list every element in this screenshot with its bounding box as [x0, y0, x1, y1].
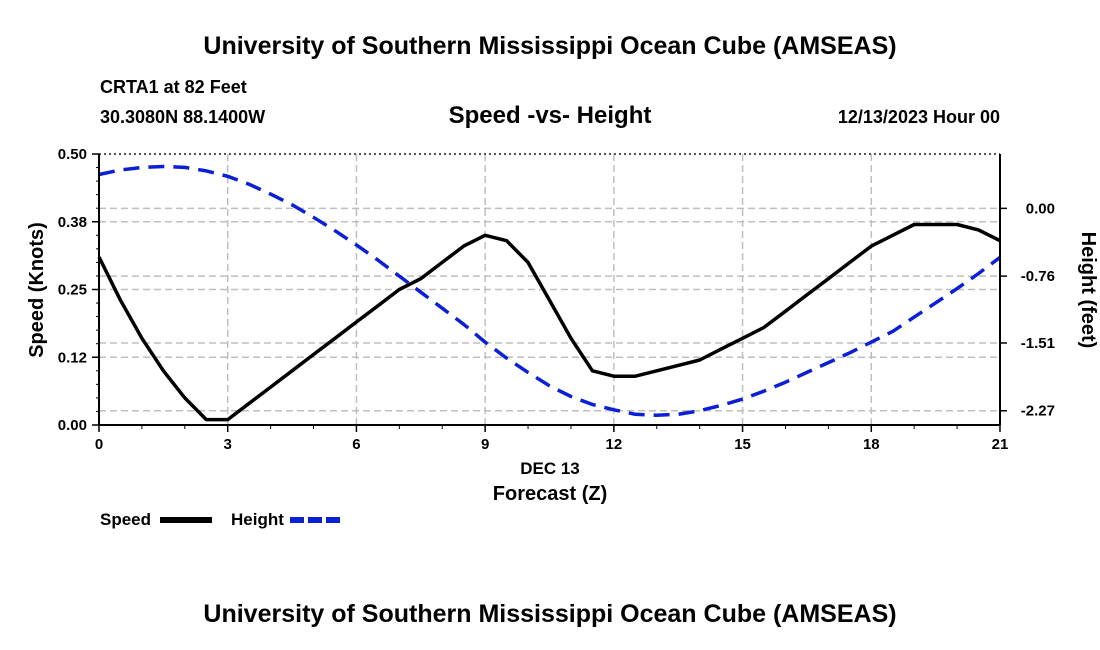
- height-series-line: [98, 164, 1002, 417]
- y-tick-label: 0.12: [58, 349, 87, 366]
- chart-title: Speed -vs- Height: [448, 102, 652, 129]
- series-lines: [97, 164, 1002, 422]
- legend: Speed Height: [100, 510, 342, 529]
- station-coordinates: 30.3080N 88.1400W: [100, 107, 266, 127]
- tick-labels: 0 3 6 9 12 15 18 21 0.00 0.12 0.25 0.38 0.50 0.00 -0.7…: [58, 146, 1055, 453]
- x-tick-label: 0: [95, 436, 103, 453]
- y-axis-label: Speed (Knots): [26, 222, 48, 358]
- y2-axis-label: Height (feet): [1077, 232, 1099, 349]
- x-tick-label: 9: [481, 436, 489, 453]
- y2-tick-label: -1.51: [1021, 335, 1055, 352]
- x-tick-label: 18: [863, 436, 880, 453]
- x-tick-label: 3: [224, 436, 232, 453]
- station-name: CRTA1 at 82 Feet: [100, 77, 247, 97]
- x-axis-label: Forecast (Z): [493, 483, 607, 505]
- y-tick-label: 0.25: [58, 282, 87, 299]
- page-title: University of Southern Mississippi Ocean…: [203, 32, 897, 60]
- y-tick-label: 0.38: [58, 214, 87, 231]
- legend-speed-label: Speed: [100, 510, 151, 529]
- y-tick-label: 0.00: [58, 417, 87, 434]
- y-tick-label: 0.50: [58, 146, 87, 163]
- x-tick-label: 6: [352, 436, 360, 453]
- forecast-datetime: 12/13/2023 Hour 00: [837, 107, 1000, 127]
- grid-lines: [99, 154, 1000, 425]
- x-tick-label: 12: [606, 436, 623, 453]
- x-tick-label: 21: [992, 436, 1009, 453]
- speed-series-line: [97, 222, 1001, 422]
- x-tick-label: 15: [734, 436, 751, 453]
- x-axis-date-label: DEC 13: [520, 459, 580, 478]
- y2-tick-label: 0.00: [1026, 200, 1055, 217]
- y2-tick-label: -2.27: [1021, 403, 1055, 420]
- legend-height-label: Height: [231, 510, 284, 529]
- footer-title: University of Southern Mississippi Ocean…: [203, 600, 897, 628]
- axes: [92, 153, 1007, 432]
- y2-tick-label: -0.76: [1021, 268, 1055, 285]
